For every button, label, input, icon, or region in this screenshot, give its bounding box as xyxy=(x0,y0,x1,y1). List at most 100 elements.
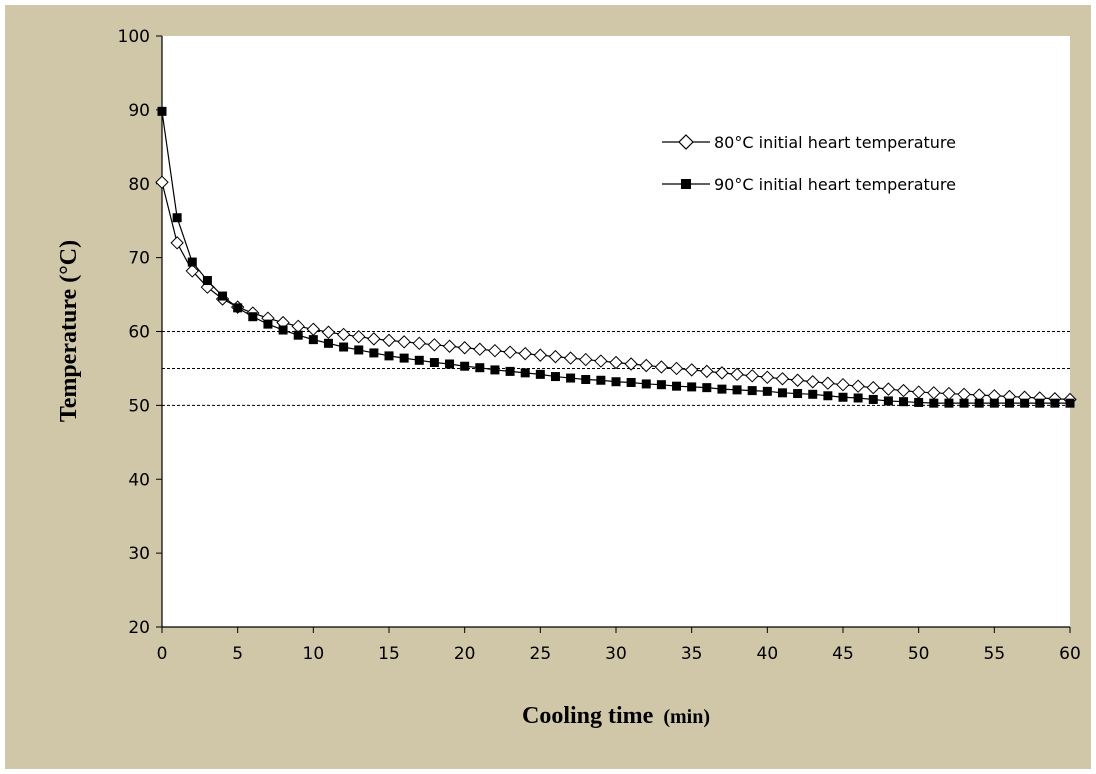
data-point-square xyxy=(157,106,167,116)
data-point-square xyxy=(490,365,500,375)
data-point-diamond xyxy=(457,341,472,355)
data-point-square xyxy=(218,291,228,301)
series-1 xyxy=(157,106,1075,408)
data-point-diamond xyxy=(775,372,790,386)
y-tick-label: 50 xyxy=(128,396,150,416)
data-point-square xyxy=(974,398,984,408)
data-point-square xyxy=(263,319,273,329)
data-point-diamond xyxy=(594,354,608,368)
data-point-square xyxy=(1050,398,1060,408)
data-point-square xyxy=(717,384,727,394)
x-tick-label: 60 xyxy=(1059,644,1081,664)
data-point-square xyxy=(672,381,682,391)
data-point-diamond xyxy=(563,351,578,365)
data-point-diamond xyxy=(896,383,911,398)
data-point-diamond xyxy=(881,382,896,396)
data-point-diamond xyxy=(473,342,487,356)
data-point-diamond xyxy=(427,338,442,352)
data-point-diamond xyxy=(609,355,623,370)
y-axis-title: Temperature (°C) xyxy=(56,240,82,422)
data-point-square xyxy=(581,375,591,385)
x-axis-title-unit: (min) xyxy=(663,706,710,728)
data-point-square xyxy=(445,359,455,369)
legend-item-90c: 90°C initial heart temperature xyxy=(662,175,956,194)
y-tick-label: 100 xyxy=(118,27,150,47)
data-point-square xyxy=(460,361,470,371)
y-tick-label: 60 xyxy=(128,323,150,343)
data-point-diamond xyxy=(654,360,669,374)
legend-item-80c: 80°C initial heart temperature xyxy=(662,133,956,152)
x-tick-label: 20 xyxy=(454,644,476,664)
series-group xyxy=(155,106,1077,408)
data-point-square xyxy=(535,369,545,379)
data-point-diamond xyxy=(700,364,714,379)
data-point-square xyxy=(989,398,999,408)
data-point-square xyxy=(777,388,787,398)
data-point-square xyxy=(626,377,636,387)
data-point-square xyxy=(566,373,576,383)
data-point-square xyxy=(1004,398,1014,408)
data-point-diamond xyxy=(533,348,548,362)
data-point-diamond xyxy=(321,325,336,339)
x-tick-label: 10 xyxy=(303,644,325,664)
data-point-square xyxy=(172,213,182,223)
x-tick-label: 35 xyxy=(681,644,703,664)
data-point-square xyxy=(429,358,439,368)
data-point-diamond xyxy=(790,373,805,387)
data-point-diamond xyxy=(155,175,169,189)
data-point-diamond xyxy=(503,345,517,359)
data-point-square xyxy=(883,396,893,406)
data-point-diamond xyxy=(579,352,593,367)
data-point-square xyxy=(914,397,924,407)
data-point-square xyxy=(323,338,333,348)
data-point-diamond xyxy=(821,376,835,390)
data-point-square xyxy=(793,389,803,399)
x-axis-title: Cooling time (min) xyxy=(522,703,710,729)
series-0 xyxy=(155,175,1077,407)
data-point-diamond xyxy=(488,343,502,358)
data-point-diamond xyxy=(806,375,820,389)
data-point-square xyxy=(732,385,742,395)
data-point-square xyxy=(959,398,969,408)
x-tick-label: 0 xyxy=(157,644,168,664)
data-point-square xyxy=(853,393,863,403)
data-point-square xyxy=(339,342,349,352)
legend-label-90c: 90°C initial heart temperature xyxy=(714,175,956,194)
data-point-diamond xyxy=(836,377,850,392)
data-point-square xyxy=(929,398,939,408)
legend-label-80c: 80°C initial heart temperature xyxy=(714,133,956,152)
data-point-diamond xyxy=(412,336,426,351)
data-point-diamond xyxy=(352,329,366,344)
data-point-diamond xyxy=(684,363,699,377)
y-tick-label: 80 xyxy=(128,175,150,195)
x-tick-label: 55 xyxy=(984,644,1006,664)
data-point-square xyxy=(248,312,258,322)
x-tick-label: 15 xyxy=(378,644,400,664)
y-tick-label: 30 xyxy=(128,544,150,564)
x-tick-label: 5 xyxy=(232,644,243,664)
x-axis-title-main: Cooling time xyxy=(522,703,654,729)
data-point-square xyxy=(747,386,757,396)
data-point-square xyxy=(702,383,712,393)
data-point-diamond xyxy=(382,333,396,348)
data-point-square xyxy=(1065,398,1075,408)
data-point-square xyxy=(475,363,485,373)
y-tick-label: 90 xyxy=(128,101,150,121)
data-point-square xyxy=(505,366,515,376)
data-point-diamond xyxy=(170,236,184,250)
data-point-square xyxy=(868,394,878,404)
y-axis-ticks: 20 30 40 50 60 70 80 90 100 xyxy=(118,27,162,638)
data-point-diamond xyxy=(548,349,563,364)
data-point-square xyxy=(308,335,318,345)
data-point-diamond xyxy=(669,361,684,376)
x-tick-label: 25 xyxy=(530,644,552,664)
data-point-square xyxy=(808,389,818,399)
y-tick-label: 20 xyxy=(128,618,150,638)
data-point-square xyxy=(838,392,848,402)
data-point-square xyxy=(233,303,243,313)
x-tick-label: 40 xyxy=(757,644,779,664)
data-point-diamond xyxy=(730,367,744,382)
data-point-diamond xyxy=(745,369,759,383)
data-point-square xyxy=(899,397,909,407)
